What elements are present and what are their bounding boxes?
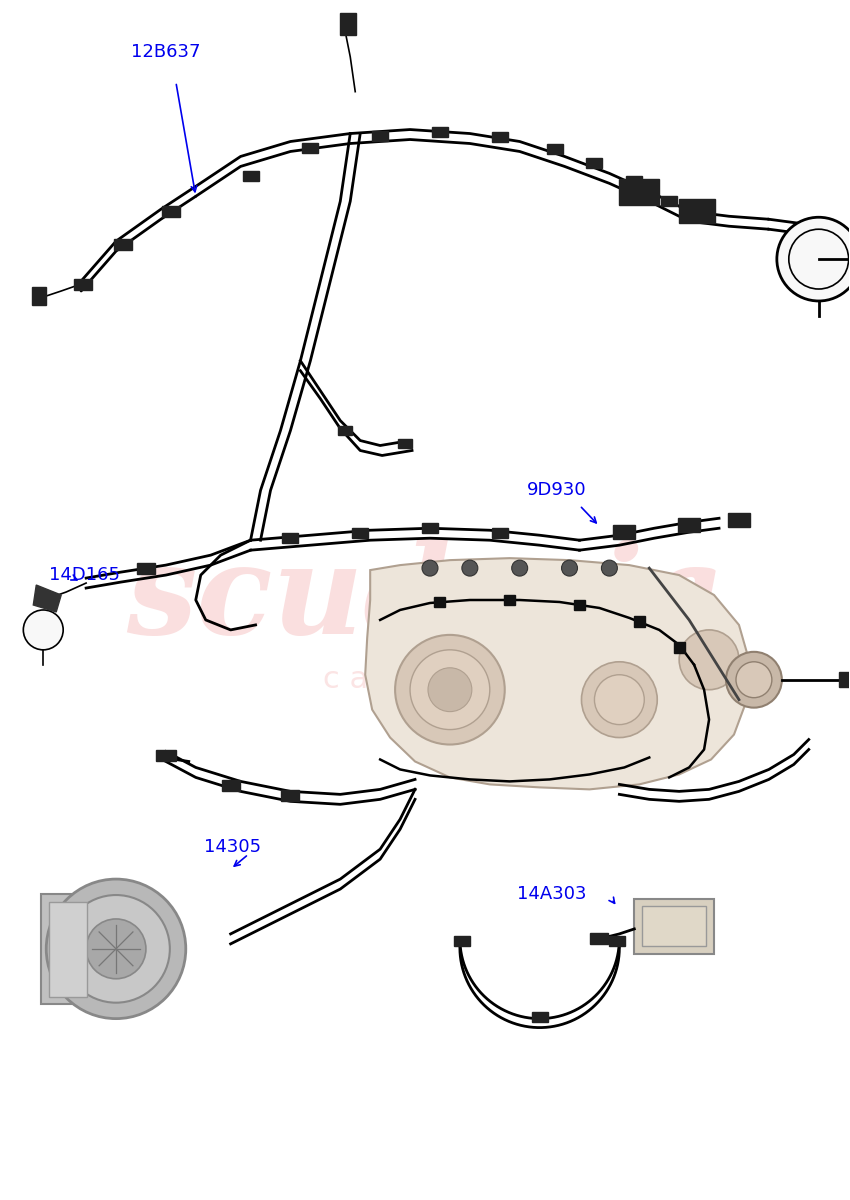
Circle shape [395, 635, 505, 744]
Circle shape [679, 630, 739, 690]
Circle shape [562, 560, 577, 576]
Bar [422, 523, 438, 533]
Circle shape [428, 667, 472, 712]
Bar [728, 514, 750, 527]
Circle shape [462, 560, 478, 576]
Bar [504, 594, 515, 606]
Circle shape [86, 919, 146, 979]
Bar [634, 899, 714, 954]
Bar [156, 750, 176, 762]
Text: c a r  p a r t s: c a r p a r t s [323, 665, 527, 695]
Bar [114, 239, 132, 250]
Circle shape [602, 560, 617, 576]
Bar [74, 278, 92, 289]
Bar [674, 642, 684, 653]
Text: scuderia: scuderia [126, 539, 724, 661]
Bar [432, 126, 448, 137]
Circle shape [422, 560, 438, 576]
Bar [340, 13, 356, 35]
Bar [281, 790, 299, 800]
Bar [574, 600, 585, 611]
Bar [661, 197, 677, 206]
Circle shape [512, 560, 528, 576]
Polygon shape [33, 586, 61, 612]
Text: 14D165: 14D165 [49, 566, 120, 584]
Bar [620, 179, 660, 205]
Bar [398, 439, 412, 448]
Bar [338, 426, 352, 436]
Bar [137, 563, 155, 574]
Text: 12B637: 12B637 [131, 43, 201, 61]
Bar [454, 936, 470, 946]
Bar [492, 528, 507, 539]
Bar [634, 617, 645, 628]
Bar [609, 936, 626, 946]
Bar [586, 158, 603, 168]
Bar [352, 528, 368, 539]
Text: 14305: 14305 [204, 838, 261, 856]
Circle shape [410, 650, 490, 730]
Circle shape [777, 217, 850, 301]
Bar [679, 199, 715, 223]
Circle shape [23, 610, 63, 650]
Bar [626, 176, 643, 186]
Bar [49, 902, 87, 997]
Bar [643, 906, 706, 946]
Text: 9D930: 9D930 [527, 481, 586, 499]
Bar [162, 205, 180, 217]
Circle shape [594, 674, 644, 725]
Bar [591, 934, 609, 944]
Circle shape [62, 895, 170, 1003]
Bar [678, 518, 700, 533]
Circle shape [726, 652, 782, 708]
Bar [222, 780, 240, 791]
Bar [531, 1012, 547, 1021]
Circle shape [46, 880, 186, 1019]
Circle shape [789, 229, 848, 289]
Circle shape [736, 661, 772, 697]
Bar [42, 894, 96, 1003]
Bar [32, 287, 46, 305]
Bar [372, 131, 388, 140]
Bar [242, 172, 258, 181]
Bar [547, 144, 563, 155]
Circle shape [581, 661, 657, 738]
Bar [282, 533, 298, 544]
Polygon shape [366, 558, 749, 790]
Bar [839, 672, 850, 688]
Text: 14A303: 14A303 [517, 886, 586, 904]
Bar [303, 144, 319, 154]
Bar [434, 596, 445, 607]
Bar [492, 132, 507, 142]
Bar [614, 526, 635, 539]
